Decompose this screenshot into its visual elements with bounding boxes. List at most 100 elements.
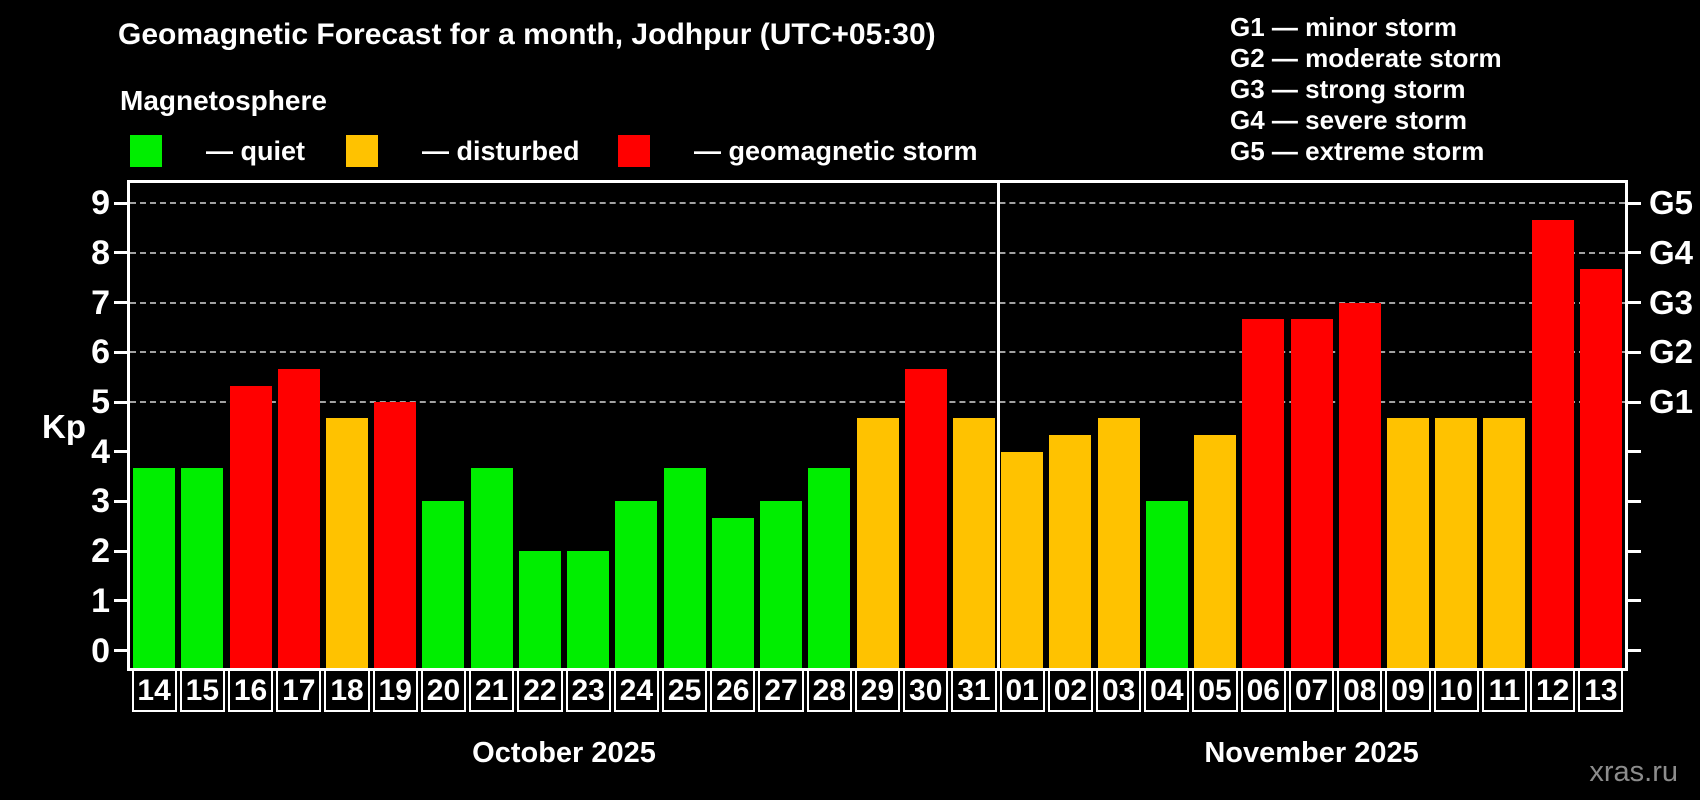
y-tick-label-2: 2 [91, 532, 110, 571]
right-tick-7 [1628, 301, 1641, 305]
bar-day-04 [1145, 501, 1188, 668]
legend-item-quiet: — quiet [130, 135, 305, 167]
bar-day-25 [663, 468, 706, 668]
day-label-29: 29 [854, 669, 901, 712]
y-tick-1 [114, 599, 127, 603]
right-axis-label-g4: G4 [1649, 233, 1694, 271]
bar-day-22 [518, 551, 561, 668]
month-separator-line [996, 183, 1000, 668]
y-tick-label-5: 5 [91, 383, 110, 421]
y-tick-2 [114, 549, 127, 553]
right-tick-8 [1628, 251, 1641, 255]
legend-item-storm: — geomagnetic storm [618, 135, 978, 167]
gridline-kp9 [130, 202, 1625, 205]
bar-day-11 [1483, 418, 1526, 668]
day-label-23: 23 [565, 669, 611, 712]
day-label-16: 16 [227, 669, 274, 712]
right-tick-9 [1628, 201, 1641, 205]
disturbed-color-swatch [346, 135, 378, 167]
day-label-12: 12 [1530, 669, 1576, 712]
y-tick-label-1: 1 [91, 581, 110, 620]
day-label-31: 31 [951, 669, 997, 712]
legend-label-disturbed: — disturbed [422, 135, 580, 166]
storm-scale-g1: G1 — minor storm [1230, 12, 1457, 42]
storm-scale-g3: G3 — strong storm [1230, 74, 1466, 104]
y-axis-label: Kp [42, 408, 86, 445]
chart-title: Geomagnetic Forecast for a month, Jodhpu… [118, 18, 936, 51]
right-axis-label-g3: G3 [1649, 283, 1694, 321]
bar-day-17 [277, 368, 320, 668]
quiet-color-swatch [130, 135, 162, 167]
bar-day-27 [760, 501, 803, 668]
day-label-06: 06 [1240, 669, 1286, 712]
bar-day-16 [229, 385, 272, 668]
bar-day-14 [133, 468, 176, 668]
day-label-24: 24 [613, 669, 659, 712]
day-label-15: 15 [179, 669, 225, 712]
bar-day-06 [1242, 319, 1285, 668]
bar-day-08 [1338, 302, 1381, 668]
bar-day-10 [1435, 418, 1478, 668]
bar-day-07 [1290, 319, 1333, 668]
y-tick-label-3: 3 [91, 482, 110, 521]
legend-label-storm: — geomagnetic storm [694, 135, 978, 166]
day-label-03: 03 [1096, 669, 1142, 712]
day-label-01: 01 [999, 669, 1045, 712]
bar-day-12 [1531, 219, 1574, 668]
day-label-02: 02 [1047, 669, 1093, 712]
bar-day-21 [470, 468, 513, 668]
storm-scale-legend: G1 — minor storm G2 — moderate storm G3 … [1230, 12, 1502, 167]
day-label-28: 28 [806, 669, 852, 712]
month-label-november: November 2025 [1204, 737, 1419, 769]
day-label-10: 10 [1433, 669, 1479, 712]
bar-day-18 [326, 418, 369, 668]
y-tick-9 [114, 201, 127, 205]
bar-day-29 [856, 418, 899, 668]
y-tick-label-9: 9 [91, 184, 110, 223]
y-tick-label-8: 8 [91, 233, 110, 272]
y-tick-4 [114, 450, 127, 454]
right-tick-0 [1628, 649, 1641, 652]
y-tick-0 [114, 649, 127, 652]
gridline-kp7 [130, 301, 1625, 304]
day-label-09: 09 [1385, 669, 1431, 712]
right-tick-5 [1628, 400, 1641, 404]
y-tick-label-4: 4 [91, 432, 110, 471]
storm-scale-g2: G2 — moderate storm [1230, 43, 1502, 73]
day-label-30: 30 [903, 669, 949, 712]
day-label-08: 08 [1337, 669, 1383, 712]
bar-day-23 [567, 551, 610, 668]
day-label-11: 11 [1481, 669, 1528, 712]
y-tick-label-7: 7 [91, 283, 110, 322]
y-tick-label-6: 6 [91, 333, 110, 372]
watermark: xras.ru [1589, 756, 1678, 788]
day-label-04: 04 [1144, 669, 1190, 712]
storm-scale-g4: G4 — severe storm [1230, 105, 1468, 135]
bar-day-15 [181, 468, 224, 668]
bar-day-26 [711, 517, 754, 668]
right-axis-label-g5: G5 [1649, 184, 1694, 222]
gridline-kp6 [130, 351, 1625, 354]
bar-day-09 [1386, 418, 1429, 668]
right-axis-label-g1: G1 [1649, 383, 1694, 420]
bar-day-19 [374, 402, 417, 668]
y-tick-7 [114, 301, 127, 305]
right-tick-1 [1628, 599, 1641, 603]
bar-day-20 [422, 501, 465, 668]
day-label-17: 17 [276, 669, 322, 712]
gridline-kp5 [130, 401, 1625, 403]
y-tick-6 [114, 350, 127, 354]
day-label-14: 14 [131, 669, 177, 712]
y-tick-5 [114, 400, 127, 404]
day-label-05: 05 [1192, 669, 1238, 712]
right-tick-6 [1628, 350, 1641, 354]
bar-day-31 [952, 418, 995, 668]
chart-subtitle: Magnetosphere [120, 85, 327, 116]
day-label-25: 25 [661, 669, 708, 712]
bar-day-24 [615, 501, 658, 668]
y-tick-8 [114, 251, 127, 255]
day-label-07: 07 [1288, 669, 1335, 712]
right-tick-3 [1628, 499, 1641, 503]
day-label-19: 19 [372, 669, 418, 712]
